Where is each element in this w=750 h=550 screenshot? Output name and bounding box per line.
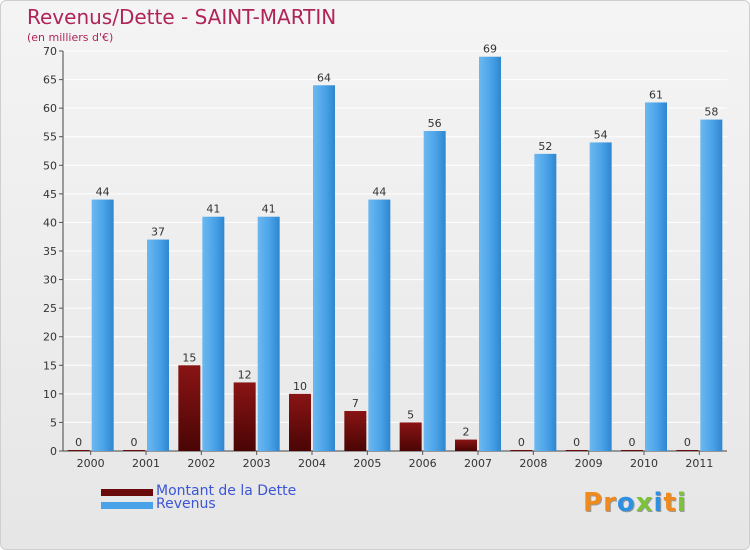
x-tick-label: 2005 xyxy=(353,457,381,470)
bars xyxy=(67,56,723,452)
chart-subtitle: (en milliers d'€) xyxy=(27,31,114,44)
bar-revenus xyxy=(147,239,169,451)
value-label-dette: 0 xyxy=(684,436,691,449)
bar-revenus xyxy=(368,199,391,451)
y-tick-label: 45 xyxy=(43,188,57,201)
value-label-dette: 10 xyxy=(293,380,307,393)
logo-letter: r xyxy=(603,488,617,518)
value-label-revenus: 54 xyxy=(594,128,608,141)
logo-letter: x xyxy=(635,488,654,518)
bar-revenus xyxy=(645,102,667,451)
logo-letter: o xyxy=(616,488,636,518)
value-label-dette: 2 xyxy=(463,426,470,439)
bar-dette xyxy=(565,450,588,451)
value-label-revenus: 64 xyxy=(317,71,331,84)
y-tick-label: 0 xyxy=(50,445,57,458)
bar-dette xyxy=(233,382,256,451)
value-label-revenus: 52 xyxy=(538,140,552,153)
bar-revenus xyxy=(423,131,446,451)
grid-lines xyxy=(63,50,727,423)
y-tick-label: 60 xyxy=(43,102,57,115)
value-label-revenus: 41 xyxy=(206,203,220,216)
x-tick-label: 2006 xyxy=(409,457,437,470)
bar-revenus xyxy=(313,85,335,452)
bar-dette xyxy=(344,411,367,451)
y-tick-label: 70 xyxy=(43,45,57,58)
x-tick-label: 2000 xyxy=(77,457,105,470)
logo-letter: i xyxy=(676,488,687,518)
x-tick-label: 2011 xyxy=(685,457,713,470)
value-label-revenus: 61 xyxy=(649,88,663,101)
y-tick-label: 10 xyxy=(43,388,57,401)
y-tick-label: 65 xyxy=(43,74,57,87)
value-label-dette: 5 xyxy=(407,408,414,421)
bar-dette xyxy=(123,450,145,451)
x-tick-label: 2008 xyxy=(519,457,547,470)
legend-swatch-revenus xyxy=(101,502,153,509)
x-tick-label: 2010 xyxy=(630,457,658,470)
value-label-dette: 7 xyxy=(352,397,359,410)
value-label-revenus: 44 xyxy=(372,186,386,199)
legend-label-revenus: Revenus xyxy=(156,496,216,512)
y-tick-label: 5 xyxy=(50,416,57,429)
bar-revenus xyxy=(700,119,723,452)
value-label-revenus: 58 xyxy=(704,106,718,119)
logo-letter: t xyxy=(663,488,677,518)
labels: 0510152025303540455055606570044200003720… xyxy=(43,43,718,470)
value-label-revenus: 41 xyxy=(262,203,276,216)
axes xyxy=(59,50,727,455)
proxiti-logo: Proxiti xyxy=(583,488,687,518)
bar-dette xyxy=(178,365,201,451)
value-label-dette: 0 xyxy=(75,436,82,449)
value-label-dette: 12 xyxy=(238,368,252,381)
value-label-revenus: 56 xyxy=(428,117,442,130)
logo-letter: P xyxy=(583,488,604,518)
bar-dette xyxy=(399,422,422,451)
bar-dette xyxy=(289,393,311,451)
bar-revenus xyxy=(91,199,114,451)
value-label-revenus: 37 xyxy=(151,226,165,239)
value-label-dette: 0 xyxy=(573,436,580,449)
bar-revenus xyxy=(479,56,501,451)
bar-revenus xyxy=(257,216,280,451)
value-label-dette: 0 xyxy=(131,436,138,449)
value-label-revenus: 69 xyxy=(483,43,497,56)
bar-dette xyxy=(676,450,699,451)
y-tick-label: 55 xyxy=(43,131,57,144)
bar-dette xyxy=(510,450,533,451)
legend-swatch-dette xyxy=(101,489,153,496)
x-tick-label: 2002 xyxy=(187,457,215,470)
value-label-revenus: 44 xyxy=(96,186,110,199)
bar-dette xyxy=(455,439,477,451)
value-label-dette: 0 xyxy=(629,436,636,449)
logo-letter: i xyxy=(653,488,664,518)
legend-label-dette: Montant de la Dette xyxy=(156,483,297,499)
x-tick-label: 2009 xyxy=(575,457,603,470)
y-tick-label: 15 xyxy=(43,359,57,372)
x-tick-label: 2003 xyxy=(243,457,271,470)
bar-revenus xyxy=(202,216,225,451)
chart-title: Revenus/Dette - SAINT-MARTIN xyxy=(27,5,337,29)
bar-dette xyxy=(67,450,90,451)
x-tick-label: 2007 xyxy=(464,457,492,470)
y-tick-label: 20 xyxy=(43,331,57,344)
bar-revenus xyxy=(589,142,612,451)
y-tick-label: 35 xyxy=(43,245,57,258)
bar-revenus xyxy=(534,153,557,451)
y-tick-label: 30 xyxy=(43,274,57,287)
x-tick-label: 2004 xyxy=(298,457,326,470)
value-label-dette: 0 xyxy=(518,436,525,449)
bar-dette xyxy=(621,450,643,451)
y-tick-label: 40 xyxy=(43,216,57,229)
y-tick-label: 50 xyxy=(43,159,57,172)
value-label-dette: 15 xyxy=(182,351,196,364)
x-tick-label: 2001 xyxy=(132,457,160,470)
y-tick-label: 25 xyxy=(43,302,57,315)
